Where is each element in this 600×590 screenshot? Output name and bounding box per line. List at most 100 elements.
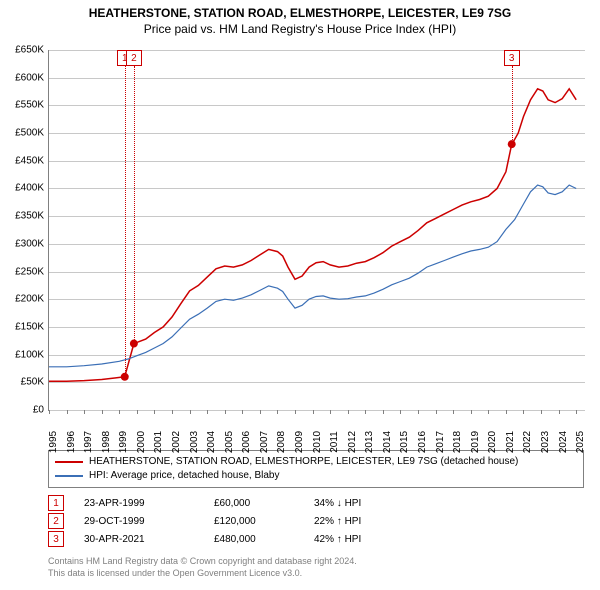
chart-plot-area: 123 [48,50,585,411]
x-tick-label: 1995 [48,431,59,453]
x-tick [277,410,278,414]
x-tick-label: 2013 [364,431,375,453]
x-tick-label: 2002 [171,431,182,453]
transaction-price: £60,000 [214,498,314,509]
x-tick [84,410,85,414]
x-tick-label: 2018 [452,431,463,453]
transaction-date: 23-APR-1999 [84,498,214,509]
x-tick-label: 2008 [276,431,287,453]
x-tick-label: 1996 [66,431,77,453]
x-tick [365,410,366,414]
x-tick-label: 2005 [224,431,235,453]
y-tick-label: £600K [0,72,44,83]
transaction-diff: 22% ↑ HPI [314,516,414,527]
x-tick [436,410,437,414]
y-tick-label: £450K [0,155,44,166]
y-tick-label: £0 [0,405,44,416]
y-tick-label: £350K [0,211,44,222]
transaction-date: 30-APR-2021 [84,534,214,545]
x-tick-label: 2023 [540,431,551,453]
x-tick [242,410,243,414]
x-tick-label: 2004 [206,431,217,453]
legend-swatch [55,475,83,477]
x-tick-label: 2009 [294,431,305,453]
x-tick [313,410,314,414]
series-property [49,89,576,381]
x-tick-label: 2007 [259,431,270,453]
x-tick-label: 2020 [487,431,498,453]
x-tick [102,410,103,414]
x-tick [541,410,542,414]
chart-title-line2: Price paid vs. HM Land Registry's House … [0,22,600,38]
legend-item: HPI: Average price, detached house, Blab… [55,469,577,483]
x-tick [330,410,331,414]
transaction-marker: 2 [48,513,64,529]
y-tick-label: £300K [0,238,44,249]
x-tick [207,410,208,414]
transaction-date: 29-OCT-1999 [84,516,214,527]
legend: HEATHERSTONE, STATION ROAD, ELMESTHORPE,… [48,450,584,488]
y-tick-label: £200K [0,294,44,305]
marker-box: 3 [504,50,520,66]
y-tick-label: £400K [0,183,44,194]
y-tick-label: £500K [0,128,44,139]
transaction-row: 330-APR-2021£480,00042% ↑ HPI [48,530,414,548]
x-tick-label: 2022 [522,431,533,453]
x-tick-label: 2021 [505,431,516,453]
x-tick [260,410,261,414]
footnote: Contains HM Land Registry data © Crown c… [48,556,357,579]
x-tick-label: 2014 [382,431,393,453]
x-tick-label: 2017 [435,431,446,453]
chart-lines [49,50,585,410]
x-tick-label: 2025 [575,431,586,453]
transaction-table: 1 23-APR-1999£60,00034% ↓ HPI 2 29-OCT-1999… [48,494,414,548]
y-tick-label: £150K [0,321,44,332]
x-tick-label: 1997 [83,431,94,453]
x-tick [523,410,524,414]
x-tick [119,410,120,414]
y-tick-label: £250K [0,266,44,277]
x-tick-label: 2010 [312,431,323,453]
transaction-price: £120,000 [214,516,314,527]
x-tick [418,410,419,414]
x-tick [453,410,454,414]
transaction-marker: 3 [48,531,64,547]
x-tick [506,410,507,414]
x-tick [471,410,472,414]
x-tick-label: 1998 [101,431,112,453]
transaction-diff: 34% ↓ HPI [314,498,414,509]
chart-title-line1: HEATHERSTONE, STATION ROAD, ELMESTHORPE,… [0,6,600,22]
marker-box: 2 [126,50,142,66]
transaction-marker: 1 [48,495,64,511]
x-tick [488,410,489,414]
x-tick [67,410,68,414]
x-tick-label: 2003 [189,431,200,453]
x-tick-label: 2001 [153,431,164,453]
x-tick [383,410,384,414]
marker-guide [125,66,126,377]
marker-guide [512,66,513,144]
y-tick-label: £650K [0,45,44,56]
x-tick [295,410,296,414]
x-tick-label: 2015 [399,431,410,453]
transaction-diff: 42% ↑ HPI [314,534,414,545]
legend-label: HPI: Average price, detached house, Blab… [89,469,280,483]
transaction-row: 1 23-APR-1999£60,00034% ↓ HPI [48,494,414,512]
x-tick [225,410,226,414]
gridline [49,410,585,411]
footnote-line1: Contains HM Land Registry data © Crown c… [48,556,357,568]
y-tick-label: £100K [0,349,44,360]
x-tick [172,410,173,414]
y-tick-label: £50K [0,377,44,388]
x-tick-label: 2016 [417,431,428,453]
chart-title-block: HEATHERSTONE, STATION ROAD, ELMESTHORPE,… [0,0,600,37]
legend-swatch [55,461,83,463]
series-hpi [49,185,576,367]
x-tick [400,410,401,414]
x-tick-label: 2011 [329,431,340,453]
marker-guide [134,66,135,344]
legend-item: HEATHERSTONE, STATION ROAD, ELMESTHORPE,… [55,455,577,469]
x-tick-label: 1999 [118,431,129,453]
x-tick [137,410,138,414]
x-tick [190,410,191,414]
